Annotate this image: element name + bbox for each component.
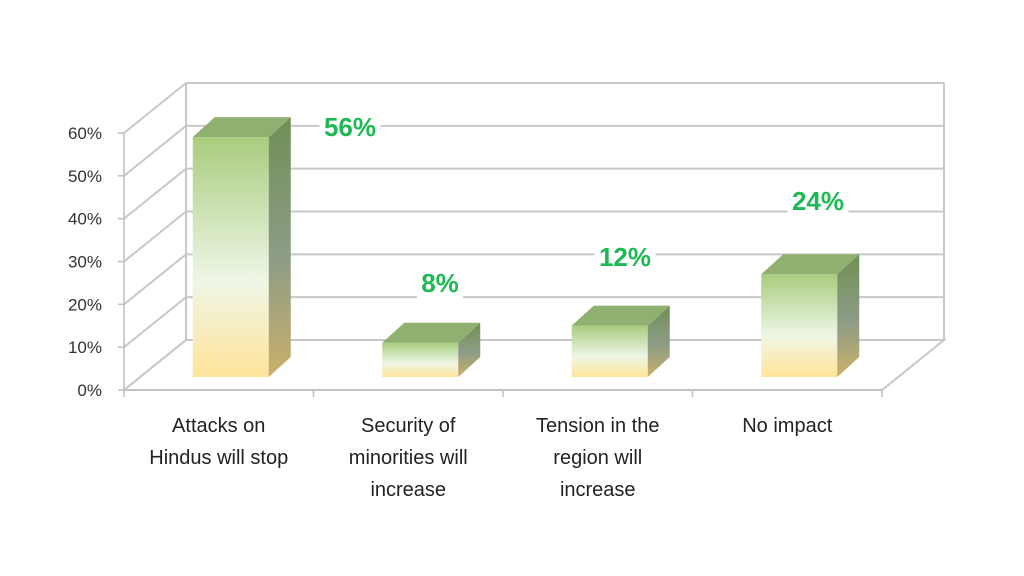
y-tick-label: 40%	[68, 210, 102, 229]
gridlines	[121, 82, 947, 391]
y-tick-label: 30%	[68, 253, 102, 272]
gridline-side	[123, 82, 187, 134]
bar	[761, 254, 860, 377]
data-label: 24%	[792, 186, 844, 216]
bar-top	[761, 254, 860, 275]
data-label-bg	[319, 110, 381, 144]
bar-side	[647, 305, 670, 377]
gridline-side	[123, 296, 187, 348]
data-label: 12%	[599, 242, 651, 272]
bar-side	[268, 117, 291, 377]
bar-front	[571, 325, 648, 377]
x-tick-label: Security of minorities will increase	[349, 415, 468, 501]
labels: 0% 10% 20% 30% 40% 50% 60% 56% Attacks on Hindus …	[68, 110, 849, 501]
bar-side	[458, 322, 481, 377]
y-tick-label: 20%	[68, 295, 102, 314]
y-tick-label: 0%	[77, 381, 102, 400]
gridline-side	[123, 167, 187, 220]
bar-top	[382, 322, 481, 343]
x-tick-label: No impact	[742, 415, 832, 437]
x-tick-label: Attacks on Hindus will stop	[149, 415, 288, 469]
bar	[192, 117, 291, 377]
axes	[118, 132, 883, 397]
gridline-side	[123, 253, 187, 306]
data-label-bg	[787, 184, 849, 218]
y-tick-label: 60%	[68, 124, 102, 143]
bar	[382, 322, 481, 377]
data-label: 8%	[421, 268, 459, 298]
bar	[571, 305, 670, 377]
gridline-side	[123, 125, 187, 177]
bars	[192, 117, 860, 377]
bar-front	[192, 137, 269, 377]
gridline-side	[123, 210, 187, 263]
x-tick-label: Tension in the region will increase	[536, 415, 659, 501]
bar-side	[837, 254, 860, 377]
bar-top	[571, 305, 670, 326]
data-label: 56%	[324, 112, 376, 142]
bar-top	[192, 117, 291, 138]
bar-front	[761, 274, 838, 377]
y-tick-label: 10%	[68, 338, 102, 357]
data-label-bg	[594, 240, 656, 274]
bar-front	[382, 342, 459, 377]
y-tick-label: 50%	[68, 167, 102, 186]
data-label-bg	[417, 266, 463, 300]
